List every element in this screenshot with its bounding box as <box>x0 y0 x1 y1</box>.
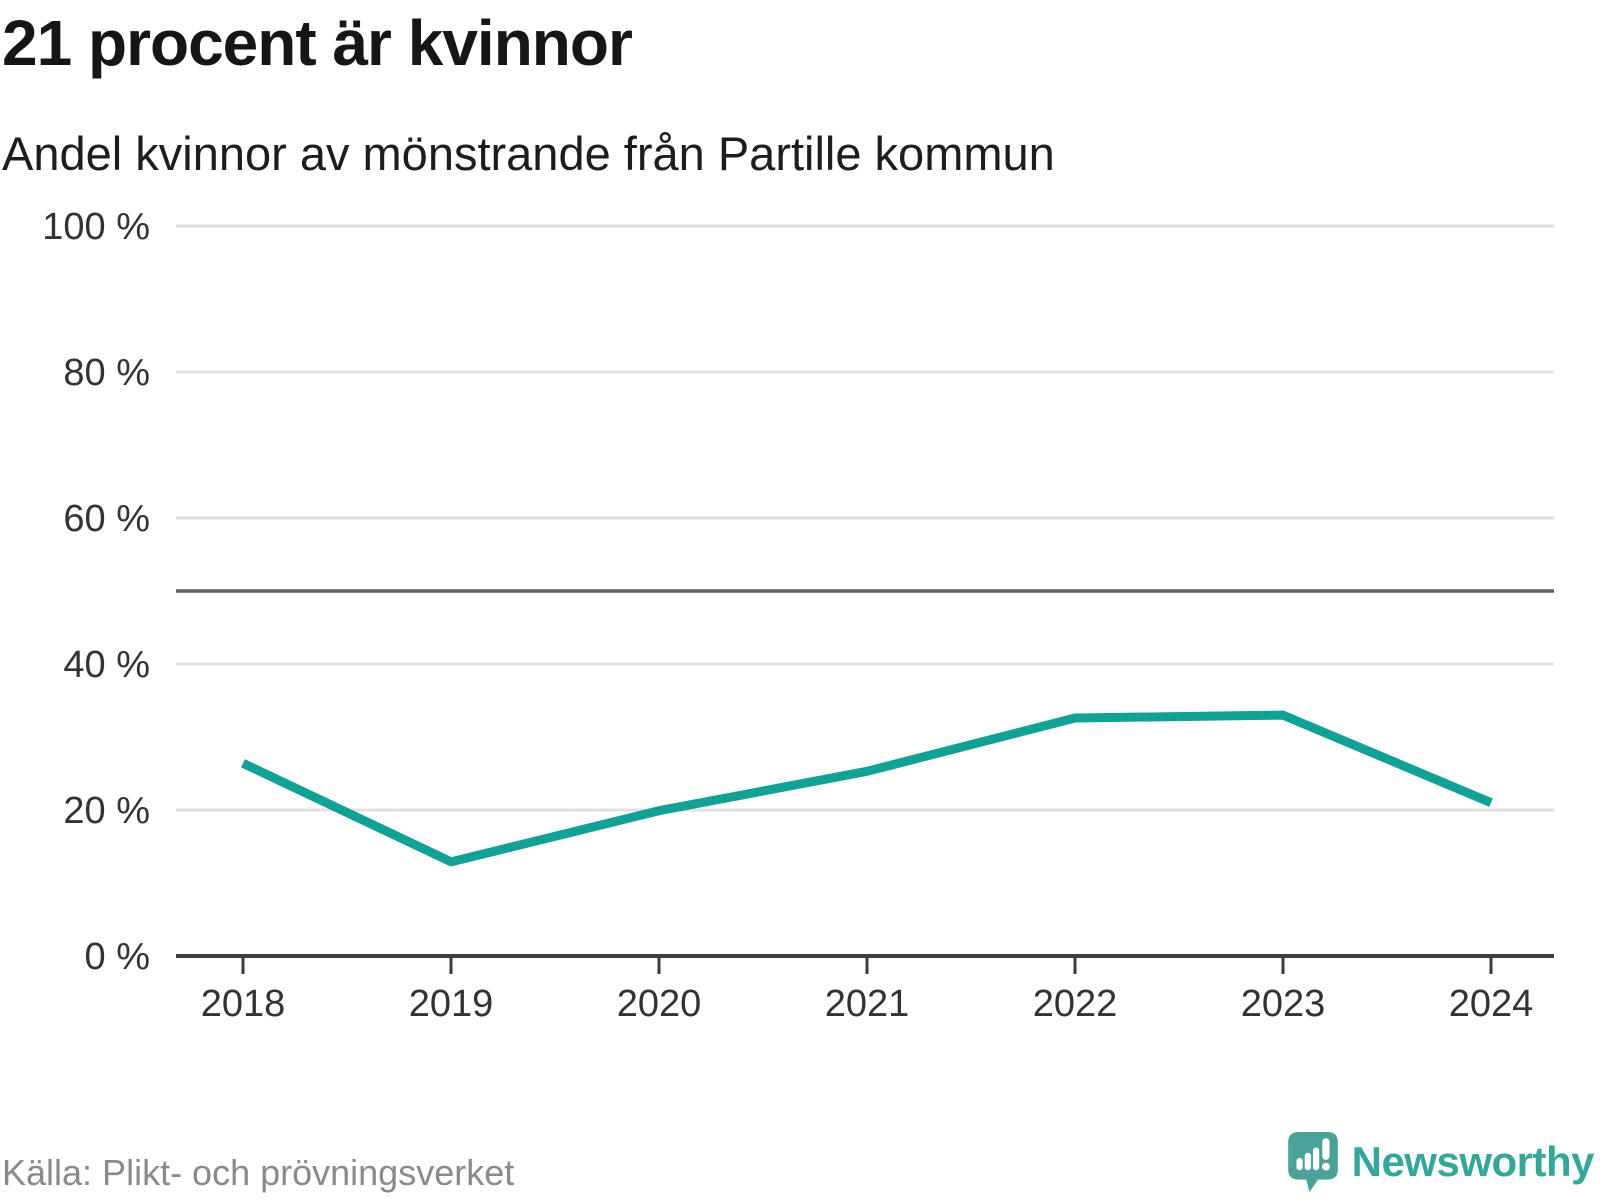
x-tick-label: 2018 <box>201 983 286 1025</box>
x-tick-label: 2024 <box>1449 983 1534 1025</box>
y-tick-label: 100 % <box>42 206 150 248</box>
newsworthy-logo-text: Newsworthy <box>1351 1138 1595 1185</box>
page-title: 21 procent är kvinnor <box>2 7 633 79</box>
y-tick-label: 40 % <box>63 644 150 686</box>
newsworthy-logo: Newsworthy <box>1287 1132 1595 1192</box>
line-chart: 0 % 20 % 40 % 60 % 80 % 100 % 2018 2019 2020 2021… <box>42 206 1554 1025</box>
x-tick-label: 2020 <box>617 983 702 1025</box>
data-line <box>241 710 1493 867</box>
x-tick-label: 2021 <box>825 983 910 1025</box>
x-tick-label: 2022 <box>1033 983 1118 1025</box>
x-tick-label: 2019 <box>409 983 494 1025</box>
y-tick-label: 80 % <box>63 352 150 394</box>
newsworthy-logo-icon <box>1287 1132 1338 1192</box>
y-tick-label: 60 % <box>63 498 150 540</box>
y-tick-label: 20 % <box>63 790 150 832</box>
chart-subtitle: Andel kvinnor av mönstrande från Partill… <box>2 127 1055 180</box>
x-tick-label: 2023 <box>1241 983 1326 1025</box>
source-caption: Källa: Plikt- och prövningsverket <box>2 1152 515 1193</box>
y-tick-label: 0 % <box>85 936 150 978</box>
